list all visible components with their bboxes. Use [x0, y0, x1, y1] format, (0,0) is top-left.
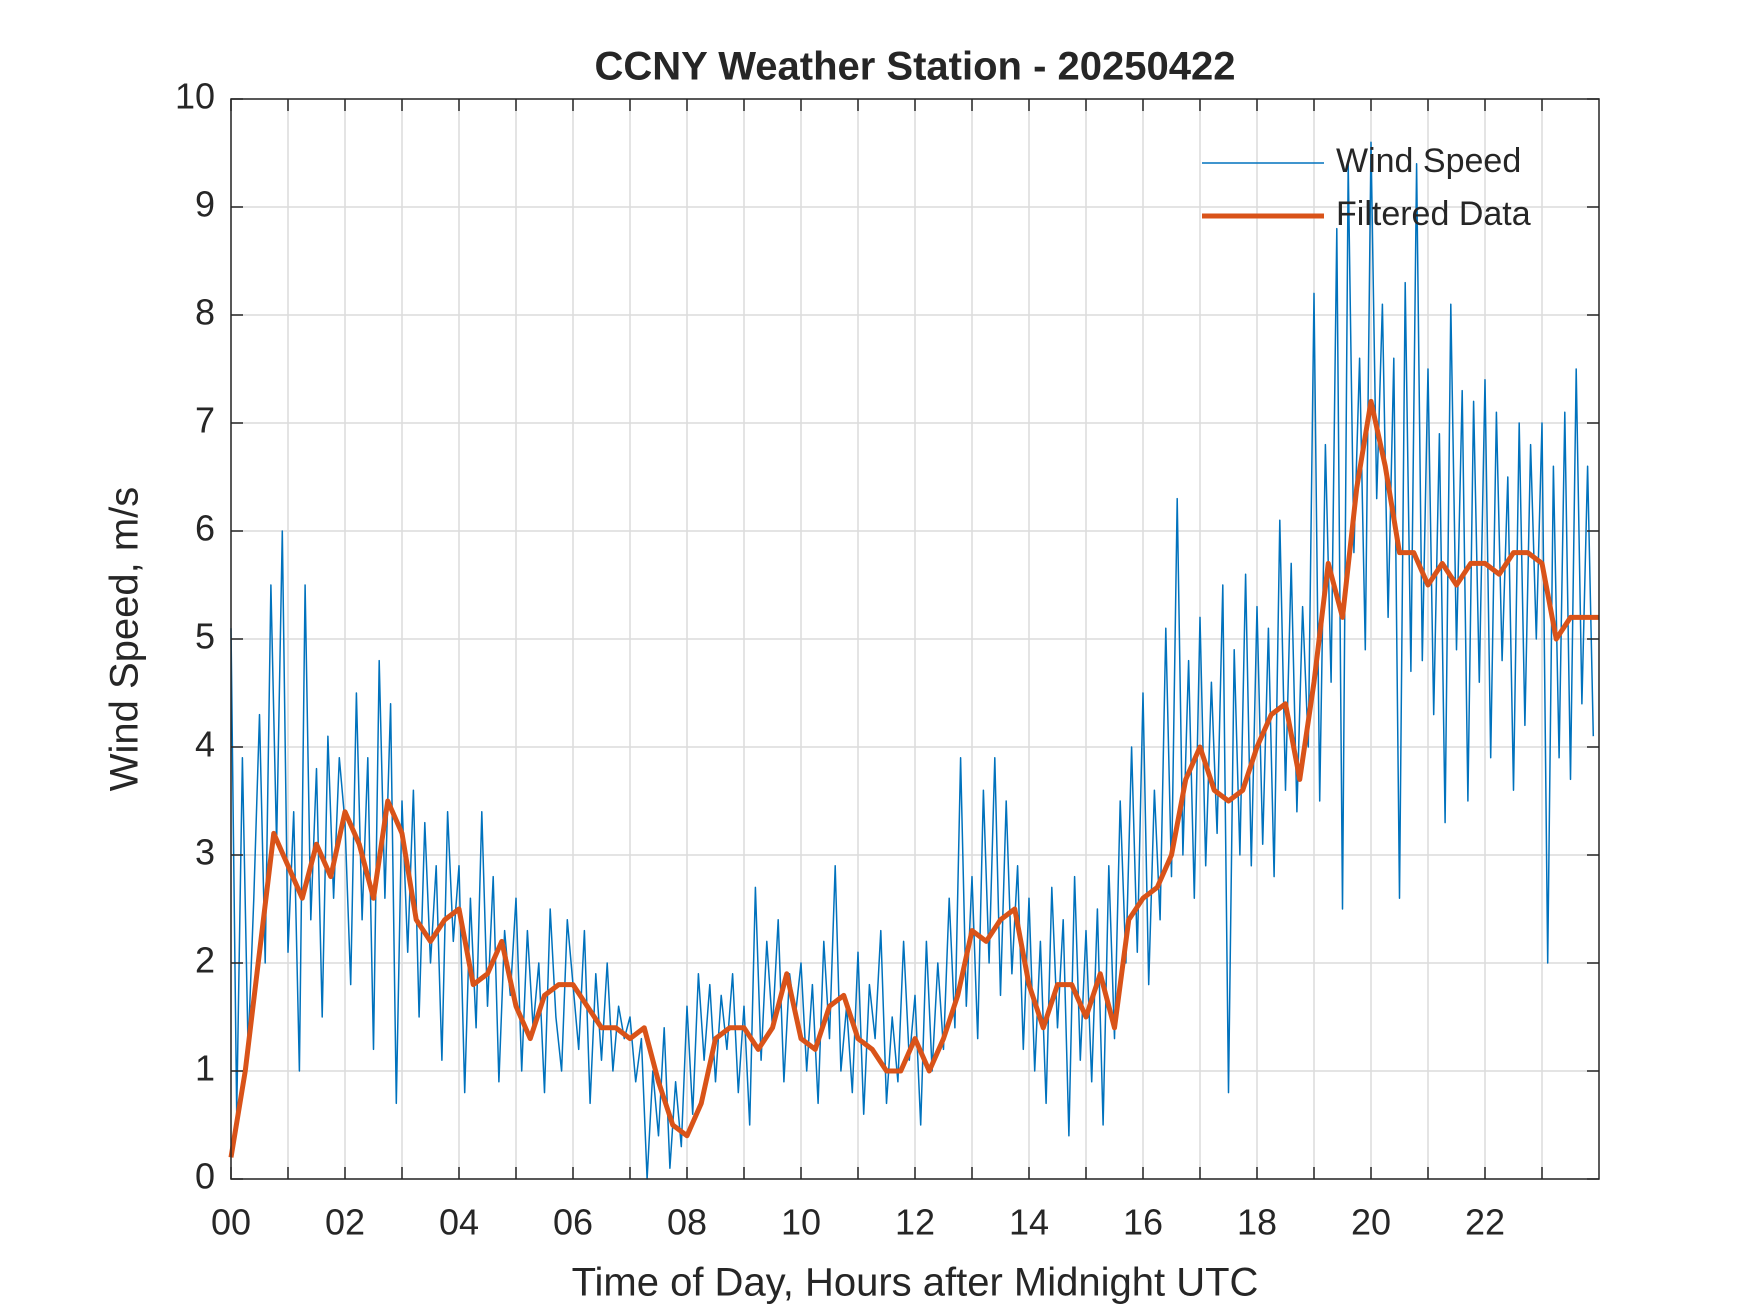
x-tick-label: 14 [1009, 1202, 1049, 1243]
legend: Wind Speed Filtered Data [1202, 142, 1531, 233]
y-tick-label: 4 [195, 724, 215, 765]
y-tick-label: 9 [195, 184, 215, 225]
x-tick-label: 10 [781, 1202, 821, 1243]
x-tick-label: 06 [553, 1202, 593, 1243]
y-tick-label: 7 [195, 400, 215, 441]
data-line [228, 398, 1599, 1158]
y-tick-label: 0 [195, 1156, 215, 1197]
x-tick-label: 18 [1237, 1202, 1277, 1243]
x-axis-label: Time of Day, Hours after Midnight UTC [572, 1261, 1259, 1305]
x-tick-label: 08 [667, 1202, 707, 1243]
y-tick-label: 6 [195, 508, 215, 549]
data-line [230, 141, 1595, 1180]
plot-area [228, 141, 1599, 1180]
y-tick-label: 10 [175, 76, 215, 117]
chart-title: CCNY Weather Station - 20250422 [595, 45, 1236, 89]
x-tick-label: 02 [325, 1202, 365, 1243]
x-tick-label: 04 [439, 1202, 479, 1243]
y-tick-label: 5 [195, 616, 215, 657]
x-tick-label: 00 [211, 1202, 251, 1243]
legend-label: Wind Speed [1336, 142, 1521, 180]
y-tick-label: 1 [195, 1048, 215, 1089]
y-tick-label: 8 [195, 292, 215, 333]
x-tick-label: 16 [1123, 1202, 1163, 1243]
x-tick-label: 20 [1351, 1202, 1391, 1243]
x-tick-label: 22 [1465, 1202, 1505, 1243]
y-tick-label: 3 [195, 832, 215, 873]
legend-label: Filtered Data [1336, 195, 1531, 233]
y-axis-label: Wind Speed, m/s [103, 487, 147, 792]
y-tick-label: 2 [195, 940, 215, 981]
x-tick-label: 12 [895, 1202, 935, 1243]
